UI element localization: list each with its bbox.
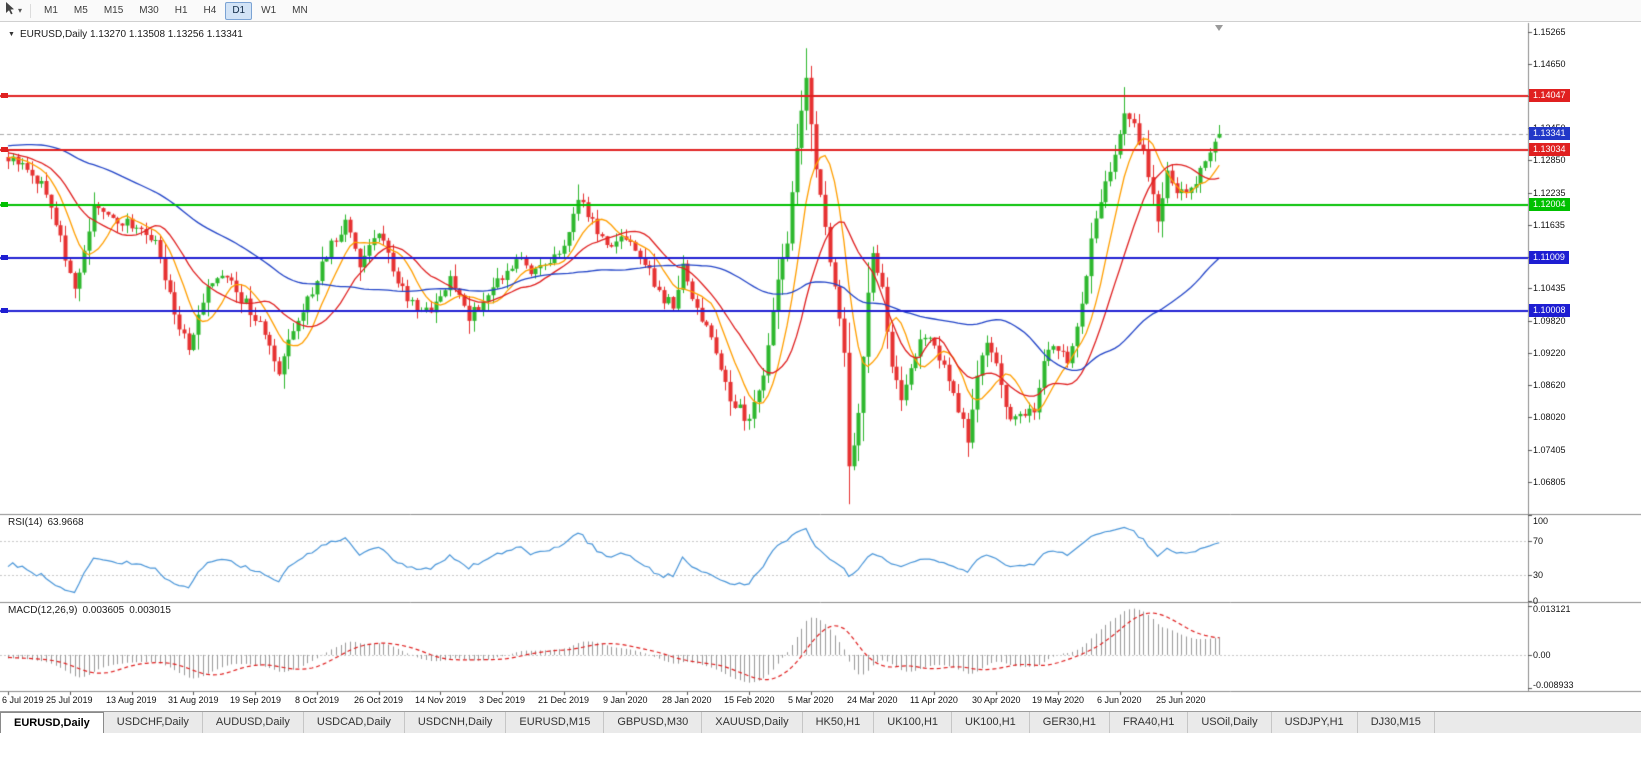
macd-axis-tick-label: -0.008933: [1533, 680, 1574, 690]
timeframe-button-h1[interactable]: H1: [174, 4, 188, 16]
current-price-badge: 1.13341: [1529, 127, 1570, 140]
toolbar-separator: [30, 3, 32, 18]
date-axis-label: 11 Apr 2020: [910, 695, 958, 705]
rsi-name: RSI(14): [8, 517, 43, 528]
chart-tab-fra40-h1[interactable]: FRA40,H1: [1110, 712, 1189, 733]
date-axis-label: 19 May 2020: [1032, 695, 1085, 705]
macd-indicator-label: MACD(12,26,9) 0.003605 0.003015: [8, 605, 171, 616]
chart-tab-dj30-m15[interactable]: DJ30,M15: [1358, 712, 1435, 733]
timeframe-button-w1[interactable]: W1: [261, 4, 277, 16]
date-axis-label: 24 Mar 2020: [847, 695, 898, 705]
macd-main-value: 0.003605: [82, 605, 125, 616]
date-axis-label: 13 Aug 2019: [106, 695, 157, 705]
chart-tools-group: ▾: [0, 0, 25, 21]
price-axis-tick-label: 1.15265: [1533, 27, 1566, 37]
price-axis-tick-label: 1.09820: [1533, 316, 1566, 326]
line-left-marker[interactable]: [1, 147, 8, 152]
date-axis-label: 14 Nov 2019: [415, 695, 467, 705]
price-axis-tick-label: 1.07405: [1533, 445, 1566, 455]
macd-name: MACD(12,26,9): [8, 605, 78, 616]
timeframe-button-d1[interactable]: D1: [225, 1, 253, 20]
chart-tab-eurusd-m15[interactable]: EURUSD,M15: [506, 712, 605, 733]
date-axis-label: 21 Dec 2019: [538, 695, 590, 705]
chart-tab-audusd-daily[interactable]: AUDUSD,Daily: [203, 712, 304, 733]
date-axis-label: 5 Mar 2020: [788, 695, 834, 705]
date-axis-label: 3 Dec 2019: [479, 695, 526, 705]
chart-tab-hk50-h1[interactable]: HK50,H1: [803, 712, 875, 733]
price-line-badge: 1.10008: [1529, 304, 1570, 317]
date-axis-label: 6 Jul 2019: [2, 695, 44, 705]
line-left-marker[interactable]: [1, 255, 8, 260]
timeframe-button-mn[interactable]: MN: [292, 4, 308, 16]
price-line-badge: 1.12004: [1529, 198, 1570, 211]
macd-axis-tick-label: 0.00: [1533, 650, 1551, 660]
date-axis-label: 30 Apr 2020: [972, 695, 1021, 705]
date-axis-label: 15 Feb 2020: [724, 695, 775, 705]
price-line-badge: 1.13034: [1529, 143, 1570, 156]
timeframe-button-m1[interactable]: M1: [44, 4, 58, 16]
price-axis-tick-label: 1.10435: [1533, 283, 1566, 293]
chart-tabs-bar: EURUSD,Daily USDCHF,Daily AUDUSD,Daily USDC…: [0, 711, 1641, 733]
price-axis-tick-label: 1.06805: [1533, 477, 1566, 487]
chart-title: ▼ EURUSD,Daily 1.13270 1.13508 1.13256 1…: [8, 29, 243, 40]
chart-tab-usdjpy-h1[interactable]: USDJPY,H1: [1272, 712, 1358, 733]
rsi-axis-tick-label: 0: [1533, 596, 1539, 606]
price-axis-tick-label: 1.08020: [1533, 412, 1566, 422]
timeframe-toolbar: ▾ M1 M5 M15 M30 H1 H4 D1 W1 MN: [0, 0, 1641, 22]
status-bar: [0, 733, 1641, 768]
price-axis-tick-label: 1.12850: [1533, 155, 1566, 165]
date-axis-label: 25 Jun 2020: [1156, 695, 1206, 705]
chart-title-text: EURUSD,Daily 1.13270 1.13508 1.13256 1.1…: [19, 29, 243, 40]
rsi-axis-tick-label: 100: [1533, 516, 1549, 526]
chevron-down-icon[interactable]: ▾: [18, 6, 23, 15]
chart-tab-usoil-daily[interactable]: USOil,Daily: [1188, 712, 1272, 733]
price-axis-tick-label: 1.11635: [1533, 220, 1565, 230]
date-axis-label: 8 Oct 2019: [295, 695, 340, 705]
timeframe-buttons: M1 M5 M15 M30 H1 H4 D1 W1 MN: [36, 1, 316, 20]
macd-axis-tick-label: 0.013121: [1533, 604, 1571, 614]
chart-tab-gbpusd-m30[interactable]: GBPUSD,M30: [604, 712, 703, 733]
chart-tab-uk100-h1[interactable]: UK100,H1: [952, 712, 1030, 733]
date-axis-label: 9 Jan 2020: [603, 695, 648, 705]
rsi-value: 63.9668: [47, 517, 84, 528]
date-axis-label: 31 Aug 2019: [168, 695, 219, 705]
macd-signal-value: 0.003015: [129, 605, 171, 616]
timeframe-button-h4[interactable]: H4: [203, 4, 217, 16]
chart-tab-usdcad-daily[interactable]: USDCAD,Daily: [304, 712, 405, 733]
collapse-triangle-icon[interactable]: ▼: [8, 31, 15, 38]
chart-shift-marker[interactable]: [1215, 25, 1223, 31]
price-axis-tick-label: 1.14650: [1533, 59, 1566, 69]
date-axis-label: 26 Oct 2019: [354, 695, 404, 705]
pointer-tool-icon[interactable]: [3, 1, 17, 21]
line-left-marker[interactable]: [1, 308, 8, 313]
chart-tab-usdchf-daily[interactable]: USDCHF,Daily: [104, 712, 203, 733]
date-axis-label: 19 Sep 2019: [230, 695, 282, 705]
date-axis-label: 28 Jan 2020: [662, 695, 712, 705]
timeframe-button-m30[interactable]: M30: [139, 4, 159, 16]
rsi-axis-tick-label: 70: [1533, 536, 1544, 546]
price-axis-tick-label: 1.12235: [1533, 188, 1566, 198]
timeframe-button-m15[interactable]: M15: [103, 4, 124, 16]
rsi-indicator-label: RSI(14) 63.9668: [8, 517, 84, 528]
chart-tab-usdcnh-daily[interactable]: USDCNH,Daily: [405, 712, 507, 733]
price-line-badge: 1.14047: [1529, 89, 1570, 102]
chart-tab-xauusd-daily[interactable]: XAUUSD,Daily: [702, 712, 803, 733]
chart-tab-uk100-h1[interactable]: UK100,H1: [874, 712, 953, 733]
line-left-marker[interactable]: [1, 202, 8, 207]
price-line-badge: 1.11009: [1529, 251, 1569, 264]
rsi-axis-tick-label: 30: [1533, 570, 1544, 580]
chart-tab-ger30-h1[interactable]: GER30,H1: [1030, 712, 1110, 733]
timeframe-button-m5[interactable]: M5: [73, 4, 88, 16]
date-axis-label: 6 Jun 2020: [1097, 695, 1142, 705]
price-axis-tick-label: 1.08620: [1533, 380, 1566, 390]
line-left-marker[interactable]: [1, 93, 8, 98]
chart-tab-eurusd-daily[interactable]: EURUSD,Daily: [0, 712, 104, 733]
date-axis-label: 25 Jul 2019: [46, 695, 93, 705]
price-axis-tick-label: 1.09220: [1533, 348, 1566, 358]
